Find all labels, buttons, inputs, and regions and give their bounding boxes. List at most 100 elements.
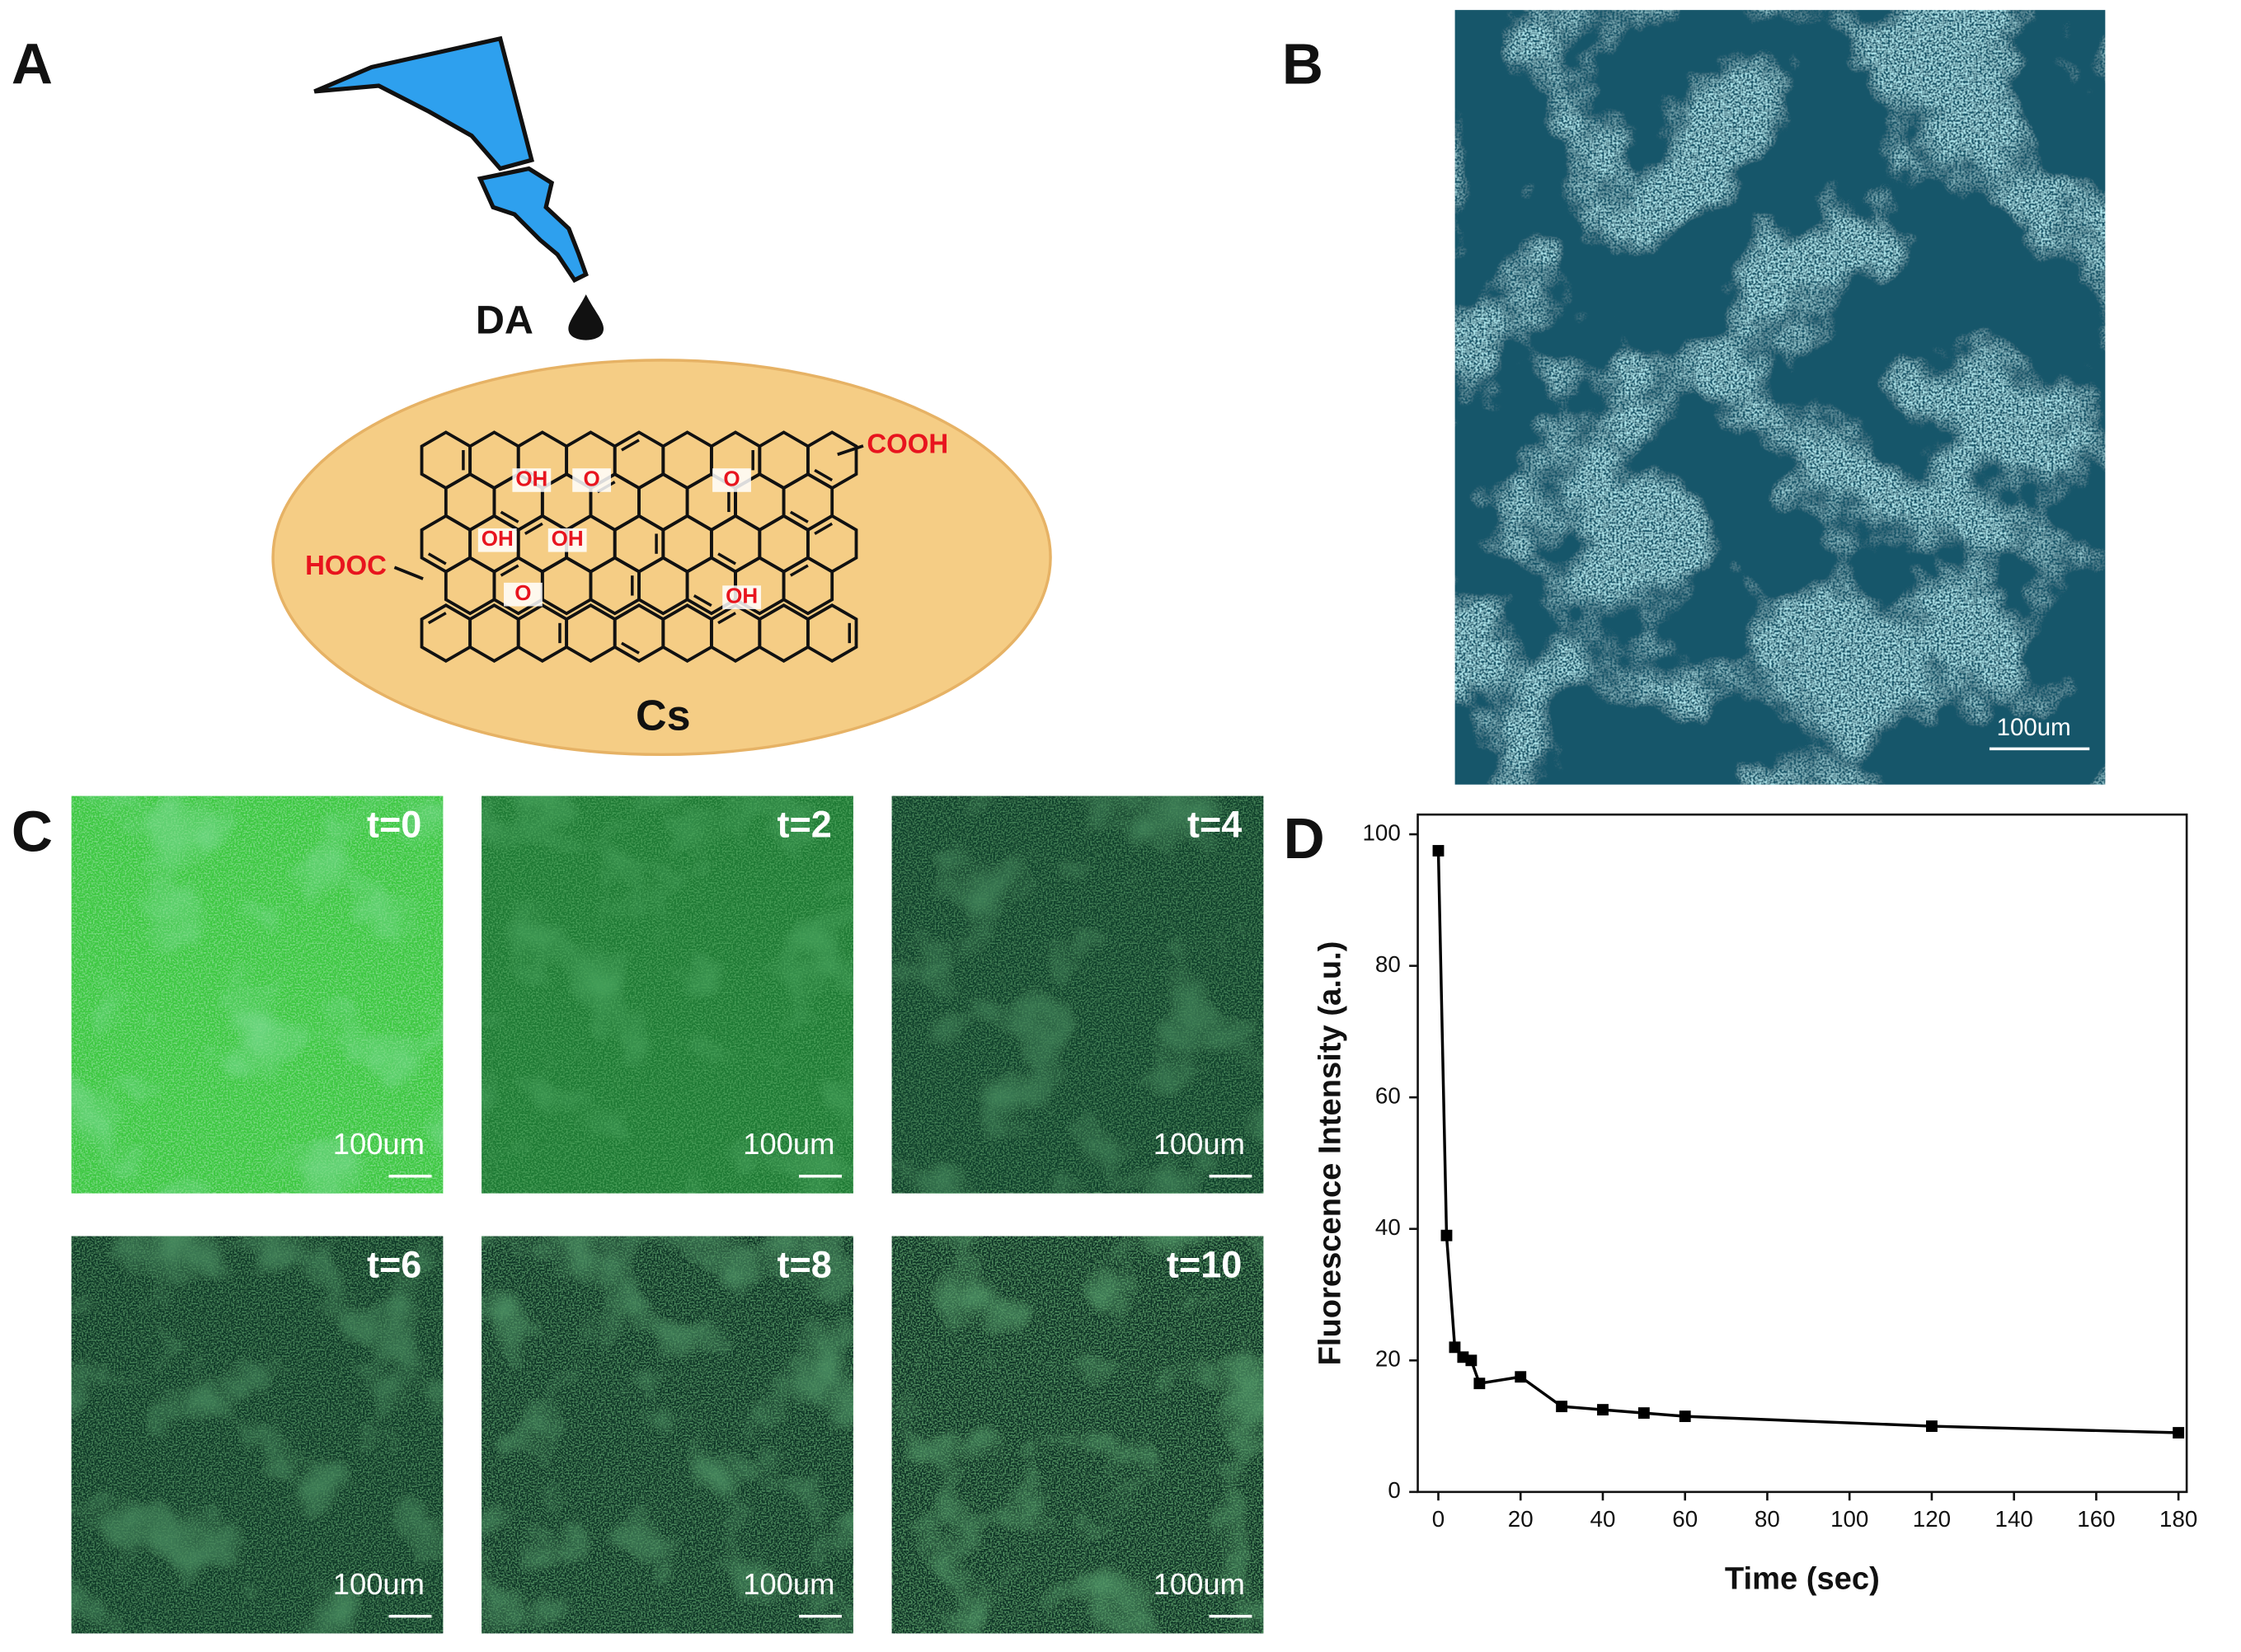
data-point — [1449, 1341, 1461, 1354]
label-backdrop — [512, 468, 552, 492]
data-point — [1432, 845, 1445, 857]
droplet — [568, 294, 604, 340]
functional-group: OH — [482, 526, 514, 551]
x-tick-label: 40 — [1590, 1506, 1616, 1532]
x-axis-label: Time (sec) — [1725, 1560, 1880, 1596]
time-label: t=8 — [777, 1244, 831, 1286]
panel-letter: A — [12, 32, 53, 96]
x-tick-label: 160 — [2077, 1506, 2115, 1532]
scale-bar-label: 100um — [1997, 714, 2071, 741]
x-tick-label: 60 — [1672, 1506, 1698, 1532]
y-tick-label: 40 — [1375, 1214, 1401, 1240]
panel-letter: C — [12, 799, 53, 863]
graphene-lattice: COOH HOOC OH OH OH OH O O O — [305, 429, 948, 663]
data-point — [2173, 1427, 2185, 1438]
micrograph — [482, 1236, 853, 1634]
x-tick-label: 0 — [1432, 1506, 1445, 1532]
functional-group: OH — [726, 584, 758, 608]
functional-group: OH — [515, 466, 547, 490]
y-tick-label: 0 — [1388, 1477, 1400, 1503]
functional-group: OH — [552, 526, 584, 551]
scale-bar-label: 100um — [333, 1127, 425, 1161]
double-bond — [500, 564, 519, 577]
data-point — [1440, 1229, 1453, 1241]
pipette-tip — [477, 166, 589, 284]
double-bond — [717, 612, 736, 625]
ring — [806, 603, 858, 663]
micrograph — [891, 1236, 1264, 1634]
functional-group: O — [514, 580, 531, 605]
functional-group: O — [723, 466, 740, 490]
double-bond — [693, 594, 712, 608]
y-tick-label: 80 — [1375, 951, 1401, 977]
x-tick-label: 100 — [1830, 1506, 1868, 1532]
panel-letter: D — [1284, 806, 1325, 871]
micrograph — [71, 795, 444, 1194]
time-label: t=4 — [1187, 804, 1242, 846]
x-tick-label: 80 — [1755, 1506, 1780, 1532]
double-bond — [789, 510, 809, 523]
scale-bar-label: 100um — [1153, 1127, 1245, 1161]
ring — [782, 556, 834, 616]
y-tick-label: 100 — [1363, 819, 1401, 845]
x-tick-label: 20 — [1508, 1506, 1534, 1532]
data-point — [1515, 1371, 1527, 1383]
chart: 0 20 40 60 80 100 120 140 160 180 0 20 40 60 80 100 Time… — [1313, 813, 2197, 1596]
panel-letter: B — [1282, 32, 1323, 96]
data-point — [1597, 1404, 1609, 1416]
series-line — [1436, 850, 2179, 1434]
functional-group: O — [584, 466, 600, 490]
y-axis-label: Fluorescence Intensity (a.u.) — [1313, 941, 1348, 1366]
scale-bar-label: 100um — [743, 1567, 834, 1601]
micrograph — [1454, 10, 2106, 785]
scale-bar-label: 100um — [1153, 1567, 1245, 1601]
x-tick-label: 120 — [1913, 1506, 1951, 1532]
micrograph-haze — [891, 1236, 1264, 1634]
label-backdrop — [572, 468, 612, 492]
scale-bar-label: 100um — [743, 1127, 834, 1161]
data-point — [1473, 1377, 1486, 1390]
double-bond — [789, 564, 809, 577]
data-point — [1679, 1410, 1691, 1423]
data-point — [1637, 1407, 1650, 1420]
label-backdrop — [547, 528, 587, 552]
x-tick-label: 140 — [1995, 1506, 2033, 1532]
data-point — [1465, 1354, 1478, 1367]
double-bond — [814, 522, 834, 535]
functional-group: COOH — [867, 429, 948, 459]
label-backdrop — [712, 468, 751, 492]
double-bond — [427, 612, 447, 625]
time-label: t=6 — [367, 1244, 421, 1286]
pipette — [313, 35, 534, 171]
label-backdrop — [477, 528, 517, 552]
substrate-label: Cs — [636, 692, 690, 740]
bond — [393, 566, 424, 580]
double-bond — [717, 552, 736, 566]
double-bond — [427, 552, 447, 566]
label-backdrop — [722, 585, 762, 609]
double-bond — [814, 468, 834, 482]
data-point — [1925, 1420, 1938, 1432]
time-label: t=0 — [367, 804, 421, 846]
time-label: t=10 — [1167, 1244, 1242, 1286]
micrograph-haze — [482, 795, 853, 1194]
label-backdrop — [504, 582, 543, 607]
micrograph-haze — [891, 795, 1264, 1194]
double-bond — [621, 641, 640, 655]
double-bond — [621, 439, 640, 452]
double-bond — [524, 522, 543, 535]
functional-group: HOOC — [305, 550, 387, 580]
y-tick-label: 20 — [1375, 1346, 1401, 1372]
x-tick-label: 180 — [2159, 1506, 2197, 1532]
data-point — [1556, 1401, 1568, 1413]
micrograph-haze — [71, 795, 444, 1194]
plot-frame — [1416, 813, 2188, 1494]
micrograph-haze — [71, 1236, 444, 1634]
time-series: t=0 100um t=2 100um t=4 100um t=6 100um t=8 100um… — [71, 795, 1264, 1634]
bond — [837, 444, 864, 457]
time-label: t=2 — [777, 804, 831, 846]
scale-bar-label: 100um — [333, 1567, 425, 1601]
reagent-label: DA — [476, 298, 533, 343]
micrograph-haze — [482, 1236, 853, 1634]
double-bond — [500, 510, 519, 523]
